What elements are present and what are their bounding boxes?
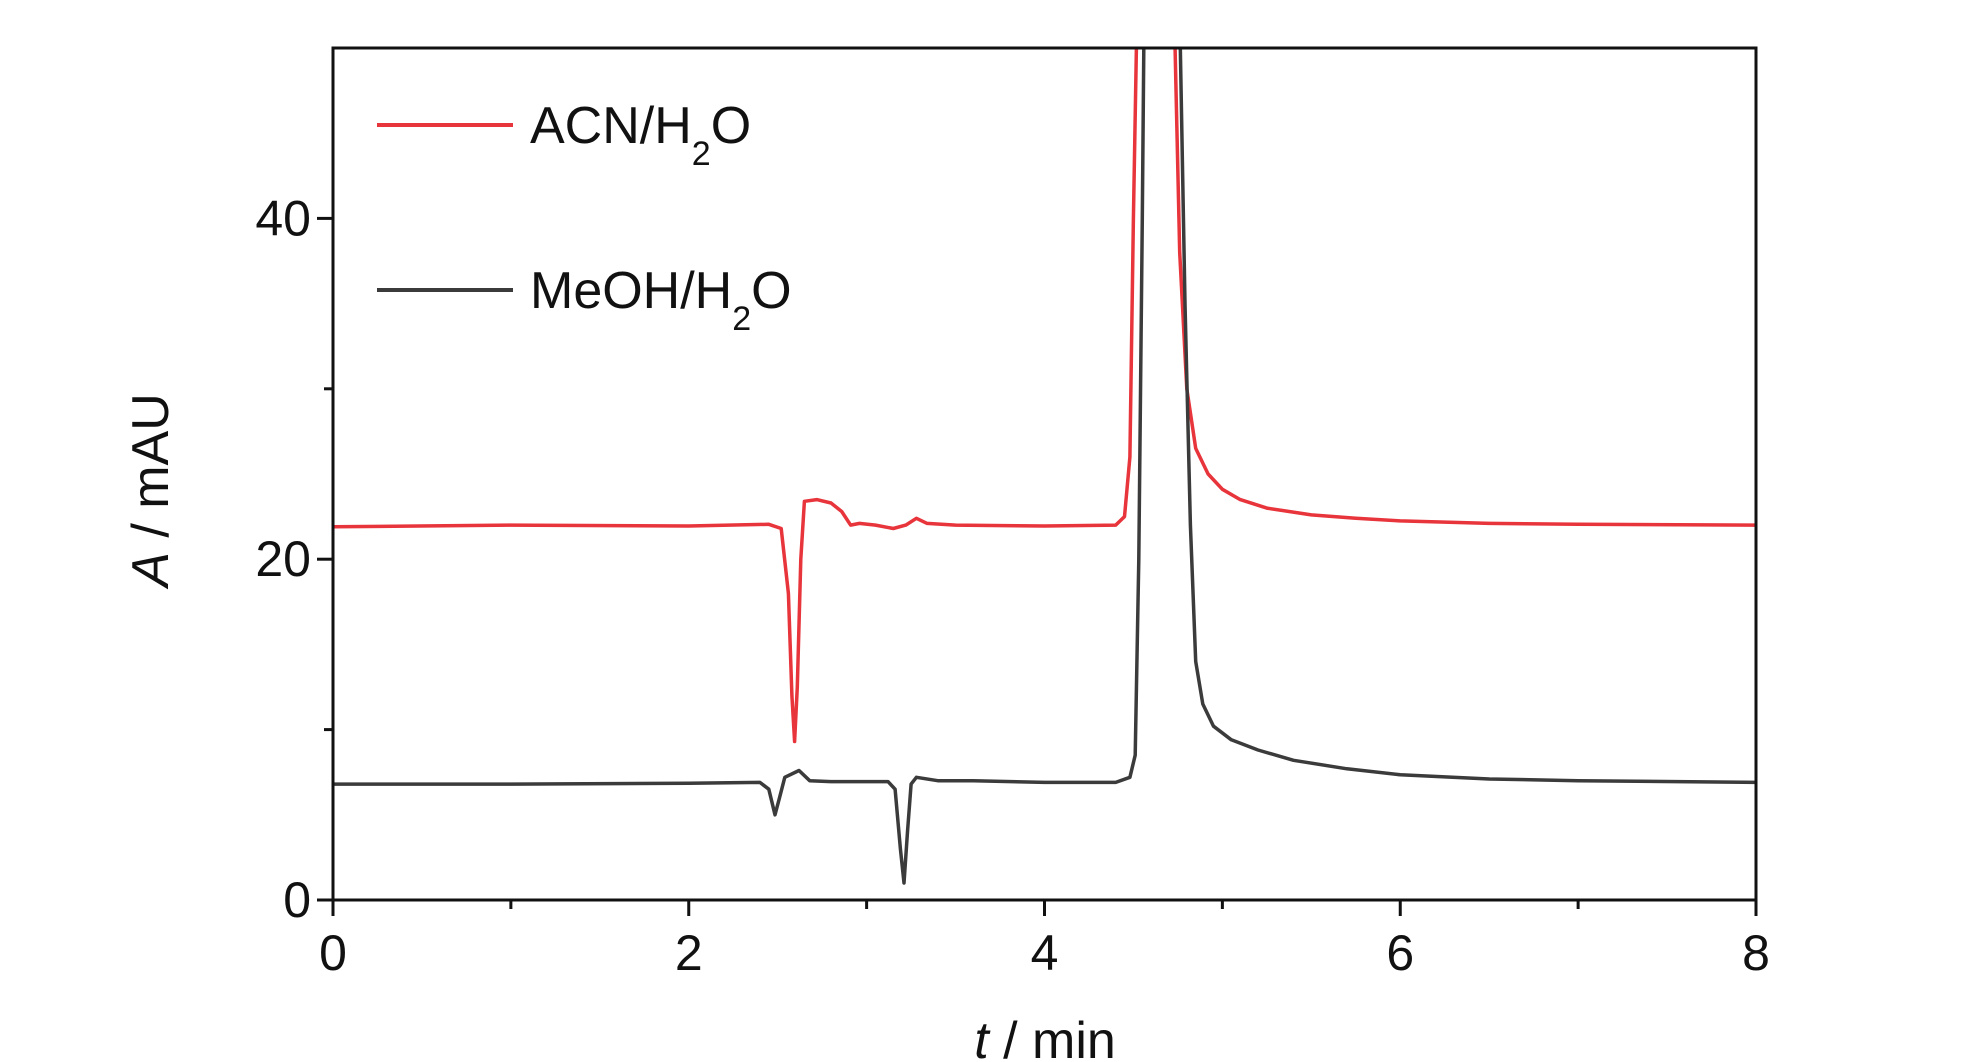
- x-tick-label: 0: [319, 925, 347, 981]
- x-tick-label: 4: [1031, 925, 1059, 981]
- y-tick-label: 40: [255, 190, 311, 246]
- y-tick-label: 0: [283, 872, 311, 928]
- ticks-layer: 0 2 4 6 8 0 20 40: [255, 190, 1770, 981]
- y-tick-label: 20: [255, 531, 311, 587]
- legend-label-1: MeOH/H2O: [530, 262, 792, 338]
- y-axis-label: A / mAU: [122, 393, 180, 590]
- plot-frame: [331, 46, 1758, 902]
- x-tick-label: 8: [1742, 925, 1770, 981]
- legend: ACN/H2O MeOH/H2O: [377, 97, 792, 338]
- series-line-1: [333, 48, 1756, 885]
- x-tick-label: 2: [675, 925, 703, 981]
- series-line-0: [333, 48, 1756, 744]
- x-tick-label: 6: [1386, 925, 1414, 981]
- x-axis-label: t / min: [974, 1012, 1116, 1062]
- series-layer: [333, 48, 1756, 885]
- legend-label-0: ACN/H2O: [530, 97, 751, 173]
